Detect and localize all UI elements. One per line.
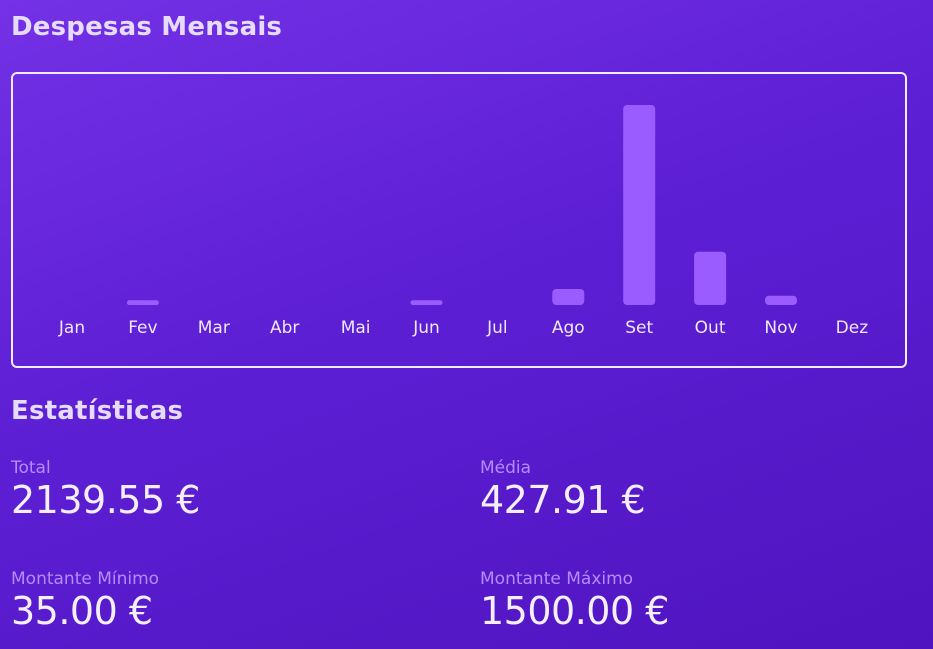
stat-max-label: Montante Máximo: [480, 569, 634, 589]
month-label-fev: Fev: [128, 318, 157, 338]
month-label-jul: Jul: [486, 318, 508, 338]
bar-nov: [765, 295, 797, 305]
stat-average: Média 427.91 €: [480, 458, 646, 522]
bar-out: [694, 251, 727, 305]
stat-min-label: Montante Mínimo: [11, 569, 160, 589]
bar-ago: [552, 289, 585, 305]
stat-total: Total 2139.55 €: [11, 458, 200, 522]
stat-total-label: Total: [11, 458, 51, 478]
stat-min: Montante Mínimo 35.00 €: [11, 569, 159, 633]
bar-set: [623, 105, 656, 305]
stat-total-value: 2139.55 €: [11, 478, 200, 522]
stat-average-label: Média: [480, 458, 532, 478]
stat-max: Montante Máximo 1500.00 €: [480, 569, 669, 633]
month-label-nov: Nov: [764, 318, 797, 338]
stat-min-value: 35.00 €: [11, 589, 153, 633]
month-label-out: Out: [695, 318, 726, 338]
month-label-mai: Mai: [341, 318, 371, 338]
page-title: Despesas Mensais: [11, 12, 283, 42]
month-label-jun: Jun: [412, 318, 440, 338]
month-label-ago: Ago: [552, 318, 585, 338]
stat-average-value: 427.91 €: [480, 478, 646, 522]
bar-fev: [126, 300, 159, 305]
month-label-dez: Dez: [836, 318, 869, 338]
month-label-jan: Jan: [58, 318, 85, 338]
bar-chart: Jan Fev Mar Abr Mai Jun Jul Ago Set Out Nov Dez: [58, 105, 869, 338]
monthly-expenses-chart: Jan Fev Mar Abr Mai Jun Jul Ago Set Out Nov Dez: [11, 72, 907, 368]
month-label-set: Set: [625, 318, 653, 338]
stat-max-value: 1500.00 €: [480, 589, 669, 633]
stats-title: Estatísticas: [11, 396, 184, 426]
month-label-abr: Abr: [270, 318, 299, 338]
bar-jun: [410, 300, 443, 305]
month-label-mar: Mar: [198, 318, 230, 338]
